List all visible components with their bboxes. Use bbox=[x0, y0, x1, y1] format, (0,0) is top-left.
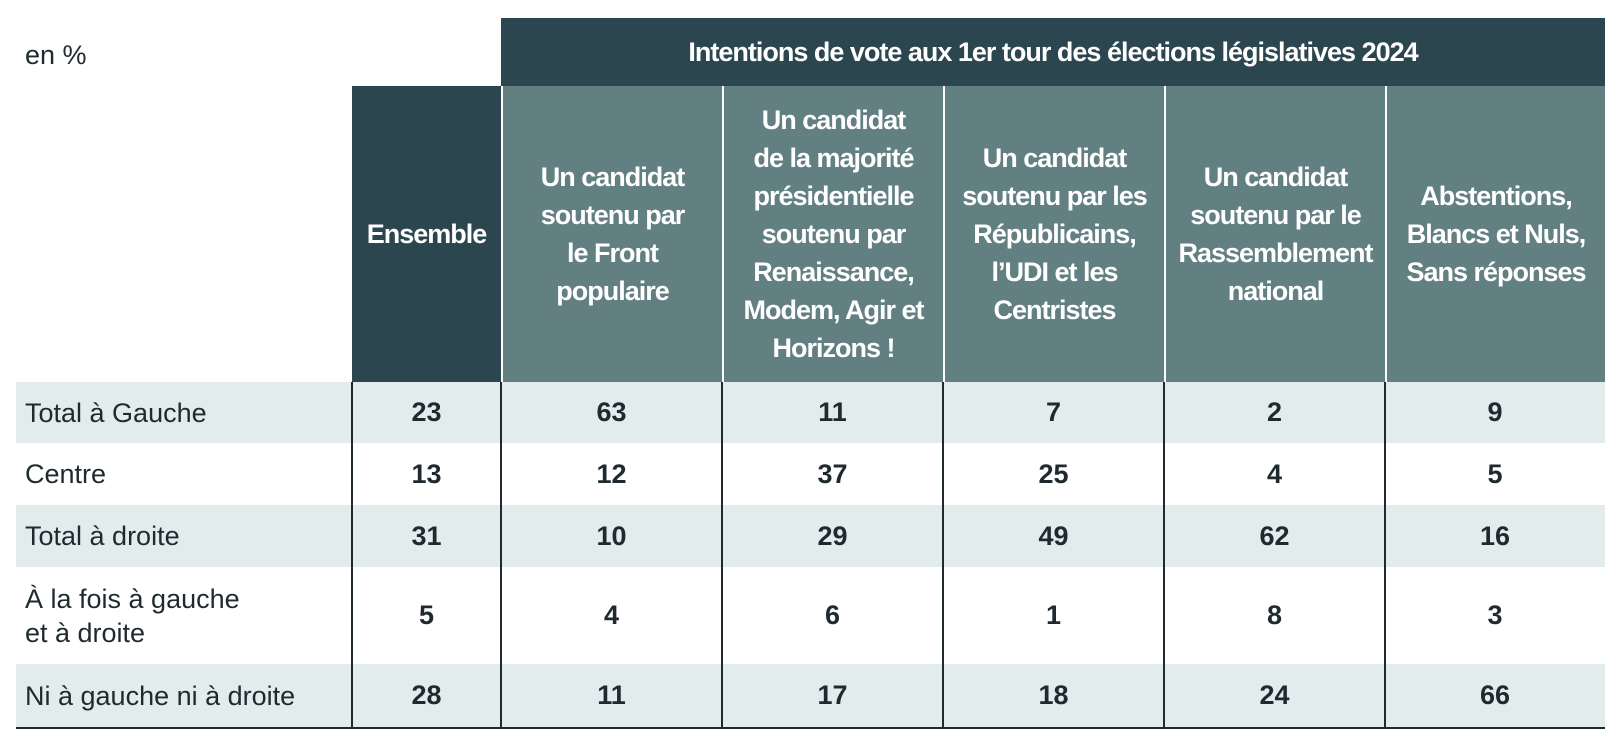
column-header: Ensemble bbox=[352, 86, 501, 382]
column-header: Un candidat soutenu par le Front populaire bbox=[501, 86, 722, 382]
table-cell: 10 bbox=[596, 520, 627, 551]
table-cell: 31 bbox=[411, 520, 442, 551]
table-cell: 66 bbox=[1479, 680, 1511, 710]
table-cell: 62 bbox=[1259, 520, 1290, 551]
table-cell: 5 bbox=[418, 600, 435, 630]
table-cell: 37 bbox=[817, 458, 848, 489]
table-cell: 4 bbox=[603, 600, 620, 630]
row-label: À la fois à gauche et à droite bbox=[25, 583, 240, 648]
table-cell: 17 bbox=[817, 680, 848, 710]
table-cell: 11 bbox=[597, 680, 626, 710]
table-cell: 9 bbox=[1487, 397, 1503, 427]
table-cell: 4 bbox=[1266, 458, 1283, 489]
table-row bbox=[16, 382, 1605, 443]
table-cell: 3 bbox=[1487, 600, 1503, 630]
column-divider bbox=[1163, 382, 1165, 728]
column-header: Un candidat soutenu par les Républicains, l… bbox=[943, 86, 1164, 382]
unit-label: en % bbox=[25, 40, 87, 70]
table-cell: 18 bbox=[1038, 680, 1069, 710]
row-label: Centre bbox=[25, 459, 107, 489]
table-super-header: Intentions de vote aux 1er tour des élec… bbox=[501, 18, 1605, 86]
column-divider bbox=[721, 382, 723, 728]
table-cell: 5 bbox=[1487, 458, 1503, 489]
column-divider bbox=[500, 382, 502, 728]
table-cell: 23 bbox=[411, 397, 442, 427]
column-divider bbox=[942, 382, 944, 728]
column-header: Un candidat soutenu par le Rassemblement na… bbox=[1164, 86, 1385, 382]
table-cell: 12 bbox=[596, 458, 627, 489]
table-cell: 13 bbox=[411, 458, 442, 489]
table-cell: 28 bbox=[411, 680, 442, 710]
column-divider bbox=[351, 382, 353, 728]
table-row bbox=[16, 505, 1605, 567]
table-cell: 7 bbox=[1045, 397, 1062, 427]
table-cell: 8 bbox=[1266, 600, 1283, 630]
column-divider bbox=[1384, 382, 1386, 728]
table-cell: 25 bbox=[1038, 458, 1069, 489]
table-cell: 29 bbox=[817, 520, 848, 551]
table-cell: 11 bbox=[818, 397, 847, 427]
column-header: Un candidat de la majorité présidentielle s… bbox=[722, 86, 943, 382]
table-cell: 16 bbox=[1479, 520, 1511, 551]
table-cell: 63 bbox=[596, 397, 627, 427]
table-cell: 1 bbox=[1045, 600, 1062, 630]
table-row bbox=[16, 664, 1605, 727]
column-header: Abstentions, Blancs et Nuls, Sans réponses bbox=[1385, 86, 1605, 382]
table-cell: 24 bbox=[1259, 680, 1290, 710]
table-cell: 2 bbox=[1266, 397, 1283, 427]
table-cell: 49 bbox=[1038, 520, 1069, 551]
row-label: Total à droite bbox=[25, 521, 180, 551]
table-cell: 6 bbox=[824, 600, 841, 630]
row-label: Total à Gauche bbox=[25, 397, 207, 428]
row-label: Ni à gauche ni à droite bbox=[25, 680, 296, 711]
table-bottom-rule bbox=[16, 727, 1605, 729]
